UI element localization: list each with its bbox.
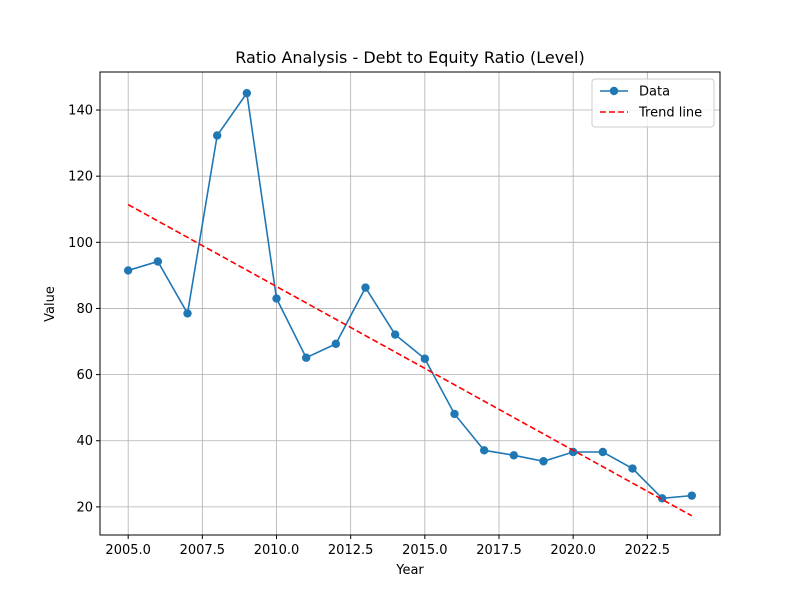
series-data-point <box>598 447 608 457</box>
y-tick-label: 20 <box>76 500 93 515</box>
y-tick-label: 60 <box>76 368 93 383</box>
y-tick-label: 140 <box>68 104 93 119</box>
series-data-point <box>301 353 311 362</box>
legend-data-marker <box>609 86 619 96</box>
x-tick-label: 2010.0 <box>254 543 300 558</box>
series-data-point <box>479 446 489 455</box>
series-data-point <box>123 266 133 275</box>
y-axis: 20 40 60 80 100 120 140 <box>68 104 100 515</box>
series-data-line <box>127 91 692 500</box>
x-tick-label: 2005.0 <box>105 543 151 558</box>
series-data-point <box>450 409 459 419</box>
x-tick-label: 2017.5 <box>476 543 522 558</box>
y-tick-label: 80 <box>76 302 93 317</box>
series-data-point <box>242 88 252 98</box>
series-data-point <box>687 491 697 500</box>
series-layer <box>123 88 697 517</box>
plot-frame <box>99 71 721 536</box>
legend: Data Trend line <box>591 78 715 128</box>
series-data-point <box>390 330 400 339</box>
series-data-point <box>331 339 341 349</box>
grid-lines <box>100 72 720 535</box>
x-tick-label: 2022.5 <box>625 543 671 558</box>
x-tick-label: 2007.5 <box>180 543 226 558</box>
legend-trend-line-label: Trend line <box>638 106 702 121</box>
y-tick-label: 40 <box>76 434 93 449</box>
series-trend-line-line <box>127 203 693 517</box>
x-axis-label: Year <box>395 563 424 578</box>
x-tick-label: 2012.5 <box>328 543 374 558</box>
series-data-point <box>272 294 281 303</box>
series-data-point <box>212 131 222 140</box>
series-data-point <box>153 257 163 266</box>
y-axis-label: Value <box>43 286 58 322</box>
series-data-point <box>361 283 370 292</box>
legend-data-label: Data <box>639 85 670 100</box>
x-tick-label: 2015.0 <box>402 543 448 558</box>
series-data-point <box>539 457 548 466</box>
x-axis: 2005.0 2007.5 2010.0 2012.5 2015.0 2017.5 2020… <box>105 535 670 558</box>
y-tick-label: 100 <box>68 236 93 251</box>
chart-title: Ratio Analysis - Debt to Equity Ratio (L… <box>235 48 584 67</box>
series-data-point <box>509 451 519 460</box>
y-tick-label: 120 <box>68 170 93 185</box>
series-data-point <box>183 309 192 318</box>
series-data-point <box>420 354 430 363</box>
x-tick-label: 2020.0 <box>550 543 596 558</box>
series-data-point <box>628 464 637 473</box>
